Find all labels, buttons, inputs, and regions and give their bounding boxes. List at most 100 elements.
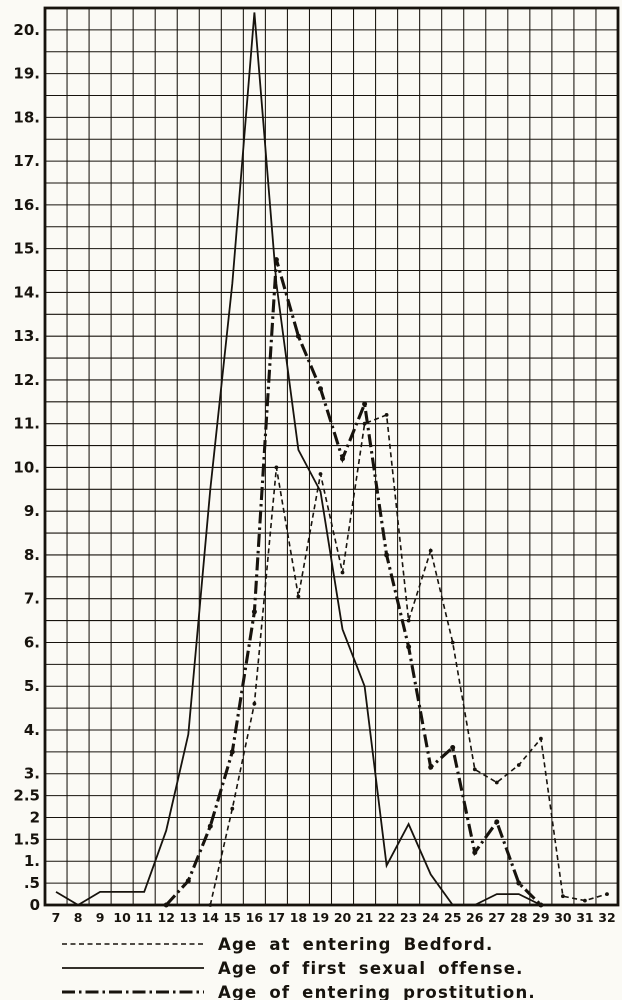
- y-axis-tick-label: 2.5: [13, 787, 40, 805]
- series-line-age-of-entering-prostitution: [165, 259, 542, 907]
- x-axis-tick-label: 31: [576, 910, 593, 925]
- data-point-marker: [273, 257, 279, 263]
- data-point-marker: [384, 413, 389, 417]
- x-axis-tick-label: 18: [290, 910, 307, 925]
- dashdot-line-icon: [62, 990, 204, 994]
- data-point-marker: [318, 472, 323, 476]
- x-axis-tick-label: 7: [52, 910, 61, 925]
- x-axis-tick-label: 29: [532, 910, 549, 925]
- data-point-marker: [208, 903, 213, 907]
- data-point-marker: [406, 644, 412, 650]
- x-axis-tick-label: 22: [378, 910, 395, 925]
- x-axis-tick-label: 19: [312, 910, 329, 925]
- y-axis-tick-label: 1.: [24, 852, 40, 870]
- data-point-marker: [318, 386, 323, 392]
- x-axis-tick-label: 17: [268, 910, 285, 925]
- y-axis-tick-label: 9.: [24, 502, 40, 520]
- y-axis-tick-label: 20.: [13, 21, 40, 39]
- data-point-marker: [384, 552, 390, 558]
- chart-canvas: 20. 19. 18. 17. 16. 15. 14. 13. 12. 11. 10. 9. 8. 7. 6…: [13, 6, 620, 925]
- data-point-marker: [362, 421, 367, 426]
- x-axis-tick-label: 11: [135, 910, 152, 925]
- data-point-marker: [295, 333, 301, 339]
- solid-line-icon: [62, 967, 204, 969]
- x-axis-tick-label: 30: [554, 910, 572, 925]
- series-line-age-at-entering-bedford: [209, 413, 608, 906]
- data-point-marker: [340, 456, 345, 462]
- y-axis-tick-label: 2: [30, 808, 40, 826]
- legend-row-bedford: Age at entering Bedford.: [58, 932, 598, 956]
- x-axis-tick-label: 21: [356, 910, 373, 925]
- data-point-marker: [251, 609, 257, 615]
- legend-label-bedford: Age at entering Bedford.: [218, 934, 494, 954]
- y-axis-tick-label: 6.: [24, 633, 40, 651]
- data-point-marker: [516, 763, 521, 767]
- x-axis-tick-label: 32: [598, 910, 615, 925]
- x-axis-tick-label: 26: [466, 910, 484, 925]
- x-axis-tick-label: 20: [334, 910, 352, 925]
- y-axis-tick-label: 16.: [13, 196, 40, 214]
- data-point-marker: [274, 465, 279, 470]
- data-point-marker: [516, 880, 522, 886]
- y-axis-tick-label: 1.5: [13, 830, 40, 848]
- x-axis-tick-label: 13: [180, 910, 197, 925]
- data-point-marker: [494, 819, 500, 825]
- y-axis-tick-label: .5: [24, 874, 40, 892]
- plot-border: [43, 6, 620, 907]
- x-axis-tick-label: 28: [510, 910, 527, 925]
- y-axis-tick-label: 4.: [24, 721, 40, 739]
- data-point-marker: [207, 823, 213, 829]
- y-axis-tick-label: 10.: [13, 458, 40, 476]
- data-point-marker: [472, 767, 477, 772]
- x-axis-tick-label: 10: [113, 910, 131, 925]
- legend-label-first-offense: Age of first sexual offense.: [218, 958, 524, 978]
- data-point-marker: [538, 902, 544, 908]
- data-point-marker: [561, 894, 565, 899]
- y-axis-tick-label: 8.: [24, 546, 40, 564]
- data-point-marker: [450, 640, 455, 645]
- y-axis-tick-label: 18.: [13, 108, 40, 126]
- data-point-marker: [450, 745, 456, 750]
- y-axis-tick-label: 3.: [24, 765, 40, 783]
- data-point-marker: [340, 570, 345, 575]
- data-point-marker: [583, 898, 587, 903]
- data-point-marker: [428, 764, 434, 770]
- y-axis-tick-label: 12.: [13, 371, 40, 389]
- data-point-marker: [296, 594, 301, 599]
- y-axis-tick-label: 7.: [24, 590, 40, 608]
- y-axis-tick-label: 13.: [13, 327, 40, 345]
- x-axis-tick-label: 8: [74, 910, 83, 925]
- x-axis-tick-label: 23: [400, 910, 417, 925]
- y-axis-tick-label: 19.: [13, 65, 40, 83]
- legend-row-prostitution: Age of entering prostitution.: [58, 980, 598, 1000]
- series-line-age-of-first-sexual-offense: [55, 12, 542, 907]
- data-point-marker: [163, 902, 169, 908]
- y-axis-tick-label: 11.: [13, 415, 40, 433]
- x-axis-tick-label: 24: [422, 910, 440, 925]
- y-axis-tick-label: 17.: [13, 152, 40, 170]
- x-axis-tick-label: 14: [202, 910, 220, 925]
- data-point-marker: [252, 701, 257, 706]
- data-point-marker: [539, 736, 543, 741]
- legend-row-first-offense: Age of first sexual offense.: [58, 956, 598, 980]
- data-point-marker: [230, 806, 235, 811]
- y-axis-tick-label: 0: [30, 896, 40, 914]
- data-point-marker: [362, 401, 368, 407]
- data-point-marker: [229, 749, 235, 755]
- chart-legend: Age at entering Bedford. Age of first se…: [58, 932, 598, 1000]
- x-axis-tick-label: 16: [246, 910, 264, 925]
- data-point-marker: [185, 878, 191, 884]
- data-point-marker: [605, 892, 609, 896]
- y-axis-tick-label: 5.: [24, 677, 40, 695]
- y-axis-tick-label: 15.: [13, 240, 40, 258]
- data-point-marker: [472, 850, 478, 855]
- x-axis-tick-label: 15: [224, 910, 241, 925]
- x-axis-tick-label: 12: [158, 910, 175, 925]
- y-axis-tick-label: 14.: [13, 283, 40, 301]
- data-point-marker: [406, 618, 411, 623]
- legend-label-prostitution: Age of entering prostitution.: [218, 982, 536, 1000]
- x-axis-tick-label: 9: [96, 910, 105, 925]
- dashed-line-icon: [62, 943, 204, 945]
- data-point-marker: [428, 548, 433, 553]
